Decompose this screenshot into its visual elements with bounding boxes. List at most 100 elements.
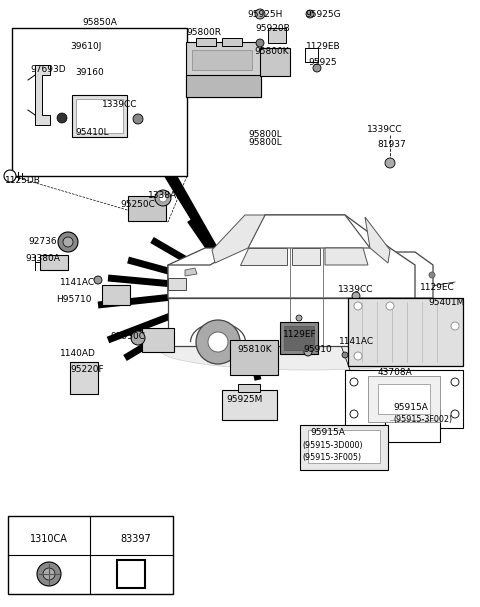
Text: 39610J: 39610J	[70, 42, 101, 51]
Ellipse shape	[160, 330, 460, 370]
Polygon shape	[168, 215, 415, 298]
Bar	[168, 298, 433, 346]
Text: H95710: H95710	[56, 295, 92, 304]
Bar	[186, 42, 261, 97]
Circle shape	[313, 64, 321, 72]
Bar	[268, 28, 286, 43]
Text: 95930C: 95930C	[110, 332, 145, 341]
Text: 95920B: 95920B	[255, 24, 290, 33]
Circle shape	[159, 194, 167, 202]
Bar	[40, 255, 68, 270]
Circle shape	[37, 562, 61, 586]
Text: 95800L: 95800L	[248, 138, 282, 147]
Bar	[70, 362, 98, 394]
Circle shape	[208, 332, 228, 352]
Polygon shape	[240, 248, 287, 265]
Text: 95800R: 95800R	[186, 28, 221, 37]
Circle shape	[350, 378, 358, 386]
Circle shape	[386, 302, 394, 310]
Bar	[12, 28, 187, 176]
Text: 95850A: 95850A	[82, 18, 117, 27]
Circle shape	[306, 10, 314, 18]
Circle shape	[256, 39, 264, 47]
Text: 92736: 92736	[28, 237, 57, 246]
Circle shape	[255, 9, 265, 19]
Text: 95915A: 95915A	[310, 428, 345, 437]
Bar	[230, 340, 278, 375]
Polygon shape	[248, 215, 370, 248]
Text: 95925H: 95925H	[247, 10, 282, 19]
Bar	[117, 560, 145, 588]
Bar	[280, 322, 318, 354]
Polygon shape	[325, 248, 368, 265]
Text: 39160: 39160	[75, 68, 104, 77]
Bar	[260, 48, 290, 76]
Circle shape	[385, 158, 395, 168]
Text: 97693D: 97693D	[30, 65, 66, 74]
Bar	[102, 285, 130, 305]
Text: 43708A: 43708A	[378, 368, 413, 377]
Circle shape	[304, 348, 312, 356]
Polygon shape	[212, 215, 265, 263]
Text: 1125DB: 1125DB	[5, 176, 41, 185]
Bar	[238, 384, 260, 392]
Text: 1140AD: 1140AD	[60, 349, 96, 358]
Circle shape	[57, 113, 67, 123]
Text: 95925: 95925	[308, 58, 336, 67]
Circle shape	[63, 237, 73, 247]
Text: 83397: 83397	[120, 534, 151, 544]
Bar	[368, 376, 440, 422]
Text: 1141AC: 1141AC	[60, 278, 95, 287]
Text: (95915-3F005): (95915-3F005)	[302, 453, 361, 462]
Text: 1129EC: 1129EC	[420, 283, 455, 292]
Bar	[345, 370, 463, 428]
Bar	[308, 430, 380, 463]
Circle shape	[451, 378, 459, 386]
Circle shape	[352, 292, 360, 300]
Text: 1129EF: 1129EF	[283, 330, 317, 339]
Circle shape	[383, 325, 403, 345]
Bar	[8, 516, 173, 594]
Circle shape	[350, 410, 358, 418]
Circle shape	[94, 276, 102, 284]
Circle shape	[354, 302, 362, 310]
Text: 95925G: 95925G	[305, 10, 341, 19]
Text: 93380A: 93380A	[25, 254, 60, 263]
Circle shape	[354, 352, 362, 360]
Text: (95915-3D000): (95915-3D000)	[302, 441, 362, 450]
Circle shape	[131, 331, 145, 345]
Text: 81937: 81937	[377, 140, 406, 149]
Text: 1310CA: 1310CA	[30, 534, 68, 544]
Text: 95910: 95910	[303, 345, 332, 354]
Circle shape	[371, 313, 415, 357]
Text: 1339CC: 1339CC	[367, 125, 403, 134]
Text: 95401M: 95401M	[428, 298, 464, 307]
Circle shape	[155, 190, 171, 206]
Circle shape	[451, 410, 459, 418]
Text: 1339CC: 1339CC	[102, 100, 137, 109]
Bar	[300, 425, 388, 470]
Bar	[76, 99, 123, 133]
Polygon shape	[168, 248, 240, 298]
Bar	[186, 75, 261, 97]
Circle shape	[196, 320, 240, 364]
Bar	[284, 326, 314, 350]
Circle shape	[58, 232, 78, 252]
Text: (95915-3F002): (95915-3F002)	[393, 415, 452, 424]
Polygon shape	[390, 252, 433, 298]
Bar	[222, 390, 277, 420]
Polygon shape	[292, 248, 320, 265]
Bar	[192, 50, 252, 70]
Bar	[72, 95, 127, 137]
Polygon shape	[365, 217, 390, 263]
Text: 95810K: 95810K	[237, 345, 272, 354]
Text: 95800K: 95800K	[254, 47, 288, 56]
Bar	[385, 410, 440, 442]
Text: 95410L: 95410L	[75, 128, 108, 137]
Circle shape	[43, 568, 55, 580]
Text: 1339CC: 1339CC	[338, 285, 373, 294]
Text: 95220F: 95220F	[70, 365, 104, 374]
Bar	[142, 328, 174, 352]
Text: 95800L: 95800L	[248, 130, 282, 139]
Circle shape	[133, 114, 143, 124]
